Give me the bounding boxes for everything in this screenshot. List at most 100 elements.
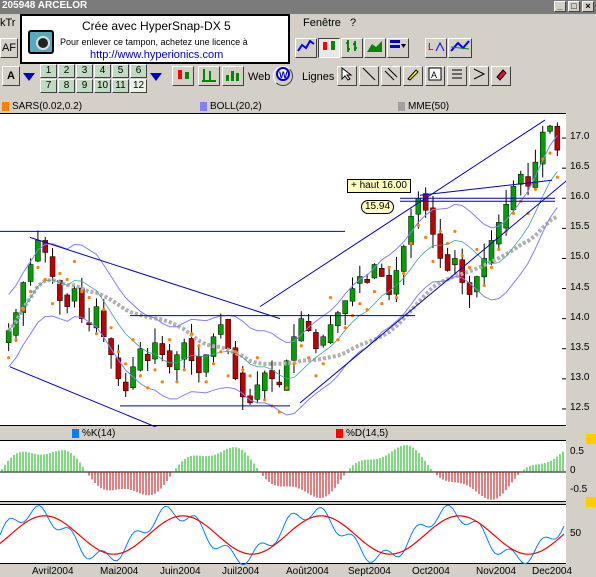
- eraser-tool-icon[interactable]: [491, 66, 511, 86]
- period-btn-12[interactable]: 12: [130, 79, 147, 93]
- barchart-style-button[interactable]: [198, 66, 220, 86]
- arrow-tool-icon[interactable]: [469, 66, 489, 86]
- font-dropdown-arrow-icon[interactable]: [22, 72, 36, 82]
- y-tick-label: 17.0: [570, 131, 590, 143]
- sar-dot: [7, 356, 11, 360]
- sar-dot: [402, 271, 406, 276]
- period-btn-5[interactable]: 5: [112, 64, 129, 78]
- period-dropdown-arrow-icon[interactable]: [149, 72, 163, 82]
- menu-fenetre[interactable]: Fenêtre: [303, 17, 341, 29]
- oscillator-chart[interactable]: [0, 440, 566, 502]
- sar-dot: [394, 295, 398, 300]
- mme-line: [7, 214, 559, 366]
- boll-middle-band: [8, 171, 558, 380]
- candle-body: [335, 312, 341, 327]
- menu-item-left[interactable]: kTr: [0, 17, 16, 29]
- mme-header: MME(50): [398, 100, 449, 112]
- candle-body: [496, 222, 502, 245]
- hypersnap-stamp: Crée avec HyperSnap-DX 5 Pour enlever ce…: [20, 14, 290, 64]
- svg-text:W: W: [279, 70, 288, 80]
- candle-body: [430, 207, 436, 235]
- candle-body: [218, 324, 224, 335]
- price-chart[interactable]: [0, 113, 596, 440]
- pencil-tool-icon[interactable]: [403, 66, 423, 86]
- candle-body: [5, 330, 12, 343]
- sar-dot: [548, 151, 552, 155]
- line-chart-button[interactable]: [295, 38, 317, 58]
- candle-chart-button[interactable]: [318, 38, 340, 58]
- sar-dot: [467, 265, 472, 270]
- sar-dot: [175, 380, 179, 384]
- font-button[interactable]: A: [2, 66, 20, 86]
- trend-line: [259, 119, 546, 308]
- sar-dot: [489, 265, 494, 270]
- list-tool-icon[interactable]: [447, 66, 467, 86]
- period-btn-6[interactable]: 6: [130, 64, 147, 78]
- candle-body: [122, 381, 129, 392]
- period-btn-7[interactable]: 7: [40, 79, 57, 93]
- period-btn-1[interactable]: 1: [40, 64, 57, 78]
- sar-dot: [314, 374, 318, 378]
- osc-y-tick-label: -0.5: [570, 484, 588, 496]
- candle-body: [144, 353, 151, 362]
- sar-dot: [255, 356, 259, 360]
- osc-y-tick-label: 0.5: [570, 445, 584, 457]
- sar-dot: [204, 380, 208, 384]
- bar-chart-button[interactable]: [341, 38, 363, 58]
- boll-header: BOLL(20,2): [200, 100, 262, 112]
- period-btn-3[interactable]: 3: [76, 64, 93, 78]
- stochastic-chart[interactable]: [0, 504, 566, 566]
- web-label[interactable]: Web: [248, 71, 271, 83]
- period-btn-9[interactable]: 9: [76, 79, 93, 93]
- candle-body: [444, 254, 451, 271]
- sar-dot: [138, 374, 142, 378]
- symbol-field[interactable]: AF: [0, 38, 18, 58]
- sar-dot: [285, 386, 289, 390]
- candle-body: [71, 288, 78, 302]
- sar-dot: [438, 229, 442, 233]
- minimize-button[interactable]: _: [554, 1, 566, 12]
- channel-tool-icon[interactable]: [381, 66, 401, 86]
- dropdown-chart-button[interactable]: [387, 38, 409, 58]
- period-btn-11[interactable]: 11: [112, 79, 129, 93]
- sar-dot: [533, 187, 537, 191]
- sar-dot: [43, 277, 47, 282]
- candle-body: [364, 279, 370, 283]
- candle-body: [232, 347, 239, 380]
- line-tool-icon[interactable]: [359, 66, 379, 86]
- sar-dot: [87, 295, 91, 300]
- hypersnap-url[interactable]: http://www.hyperionics.com: [90, 49, 224, 61]
- period-btn-8[interactable]: 8: [58, 79, 75, 93]
- trend-line: [299, 155, 596, 404]
- area-chart-button[interactable]: [364, 38, 386, 58]
- sar-dot: [58, 271, 62, 276]
- indicator-button[interactable]: L: [425, 38, 447, 58]
- period-btn-2[interactable]: 2: [58, 64, 75, 78]
- maximize-button[interactable]: □: [568, 1, 580, 12]
- x-tick-label: Juin2004: [160, 566, 201, 577]
- candle-body: [159, 343, 166, 356]
- close-button[interactable]: ×: [582, 1, 594, 12]
- period-btn-4[interactable]: 4: [94, 64, 111, 78]
- candle-body: [93, 306, 100, 329]
- sar-dot: [446, 241, 450, 246]
- sar-dot: [36, 265, 40, 270]
- sar-dot: [453, 229, 457, 233]
- period-btn-10[interactable]: 10: [94, 79, 111, 93]
- cursor-tool-icon[interactable]: [337, 66, 357, 86]
- web-icon[interactable]: W: [273, 66, 293, 86]
- text-tool-icon[interactable]: A: [425, 66, 445, 86]
- trend-line: [419, 179, 553, 196]
- zoom-chart-button[interactable]: [448, 38, 472, 58]
- sar-dot: [29, 289, 33, 294]
- candle-body: [313, 332, 319, 349]
- sar-dot: [358, 302, 362, 306]
- x-tick-label: Dec2004: [532, 566, 573, 577]
- menu-help[interactable]: ?: [350, 17, 357, 29]
- sto-y-tick-label: 50: [570, 528, 582, 539]
- sar-dot: [131, 338, 135, 342]
- candle-style-button[interactable]: [172, 66, 194, 86]
- sar-dot: [555, 175, 559, 179]
- volume-style-button[interactable]: [222, 66, 244, 86]
- lignes-label: Lignes: [302, 71, 335, 83]
